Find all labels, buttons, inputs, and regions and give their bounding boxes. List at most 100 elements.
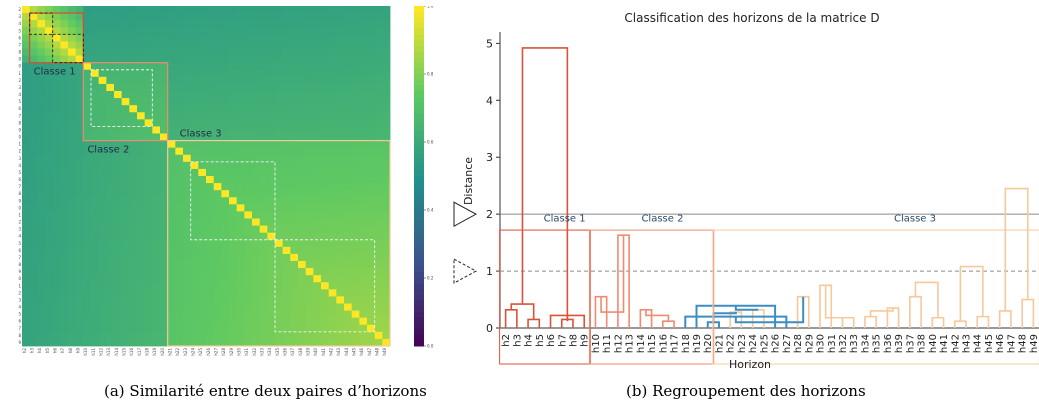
heatmap-cell: [351, 246, 360, 255]
heatmap-cell: [213, 296, 222, 304]
heatmap-cell: [129, 147, 138, 156]
heatmap-cell: [52, 338, 61, 347]
heatmap-cell: [313, 296, 322, 304]
heatmap-cell: [282, 246, 291, 255]
heatmap-cell: [190, 261, 199, 269]
heatmap-cell: [106, 218, 115, 226]
heatmap-cell: [382, 27, 391, 35]
heatmap-cell: [160, 317, 169, 326]
colorbar-tick-label: 0.0: [427, 344, 434, 349]
heatmap-cell: [37, 6, 46, 14]
heatmap-cell: [359, 296, 368, 304]
heatmap-cell: [75, 268, 84, 276]
heatmap-cell: [367, 176, 376, 184]
heatmap-cell: [236, 183, 245, 191]
heatmap-cell: [52, 232, 61, 241]
heatmap-cell: [106, 20, 115, 28]
heatmap-cell: [98, 253, 107, 262]
heatmap-cell: [221, 275, 230, 283]
heatmap-x-tick-label: h18: [145, 348, 150, 356]
heatmap-cell: [236, 204, 245, 212]
heatmap-cell: [290, 13, 299, 21]
heatmap-cell: [129, 204, 138, 212]
heatmap-cell: [152, 105, 161, 113]
dendrogram-leaf-label: h14: [636, 334, 647, 353]
heatmap-cell: [382, 303, 391, 311]
heatmap-cell: [213, 168, 222, 177]
heatmap-class-label: Classe 2: [87, 145, 129, 156]
heatmap-cell: [328, 98, 337, 106]
heatmap-cell: [129, 190, 138, 198]
heatmap-cell: [290, 126, 299, 134]
heatmap-cell: [83, 232, 92, 241]
heatmap-cell: [328, 289, 337, 297]
heatmap-cell: [367, 76, 376, 85]
heatmap-cell: [167, 69, 176, 78]
dendrogram-link: [998, 310, 1012, 328]
heatmap-cell: [106, 168, 115, 177]
heatmap-cell: [229, 154, 238, 163]
heatmap-cell: [129, 20, 138, 28]
heatmap-cell: [83, 317, 92, 326]
heatmap-cell: [68, 6, 77, 14]
heatmap-cell: [60, 27, 69, 35]
heatmap-cell: [351, 6, 360, 14]
heatmap-cell: [45, 232, 54, 241]
heatmap-cell: [167, 83, 176, 92]
heatmap-cell: [367, 69, 376, 78]
heatmap-cell: [75, 41, 84, 49]
dendrogram-y-tick-label: 5: [486, 37, 493, 50]
heatmap-cell: [121, 190, 130, 198]
heatmap-cell: [282, 324, 291, 333]
heatmap-cell: [144, 34, 153, 42]
heatmap-cell: [45, 218, 54, 226]
heatmap-cell: [344, 41, 353, 49]
heatmap-cell: [22, 310, 31, 319]
heatmap-cell: [267, 34, 276, 42]
heatmap-cell: [374, 211, 383, 219]
heatmap-cell: [198, 324, 207, 333]
heatmap-cell: [336, 268, 345, 276]
heatmap-cell: [236, 62, 245, 71]
heatmap-cell: [221, 338, 230, 347]
heatmap-x-tick-label: h3: [30, 348, 35, 354]
heatmap-cell: [328, 261, 337, 269]
heatmap-cell: [206, 324, 215, 333]
heatmap-cell: [305, 338, 314, 347]
heatmap-cell: [252, 55, 261, 64]
heatmap-cell: [160, 190, 169, 198]
heatmap-cell: [137, 76, 146, 85]
heatmap-cell: [374, 6, 383, 14]
heatmap-cell: [290, 41, 299, 49]
heatmap-cell: [367, 225, 376, 234]
heatmap-cell: [160, 331, 169, 340]
heatmap-cell: [275, 34, 284, 42]
heatmap-cell: [68, 261, 77, 269]
heatmap-cell: [152, 69, 161, 78]
heatmap-cell: [98, 324, 107, 333]
heatmap-cell: [152, 239, 161, 248]
heatmap-cell: [321, 218, 330, 226]
heatmap-cell: [52, 83, 61, 92]
heatmap-cell: [37, 48, 46, 56]
heatmap-cell: [275, 147, 284, 156]
heatmap-cell: [52, 253, 61, 262]
heatmap-cell: [52, 76, 61, 85]
dendrogram-link: [959, 265, 984, 322]
heatmap-cell: [374, 282, 383, 290]
heatmap-cell: [267, 105, 276, 113]
heatmap-cell: [167, 147, 176, 156]
heatmap-cell: [137, 41, 146, 49]
heatmap-cell: [137, 296, 146, 304]
heatmap-cell: [106, 275, 115, 283]
heatmap-cell: [328, 338, 337, 347]
heatmap-cell: [183, 76, 192, 85]
heatmap-cell: [91, 112, 100, 120]
heatmap-cell: [382, 48, 391, 56]
heatmap-cell: [221, 48, 230, 56]
heatmap-cell: [160, 197, 169, 205]
heatmap-cell: [160, 147, 169, 156]
heatmap-cell: [45, 126, 54, 134]
heatmap-cell: [336, 147, 345, 156]
heatmap-cell: [45, 296, 54, 304]
